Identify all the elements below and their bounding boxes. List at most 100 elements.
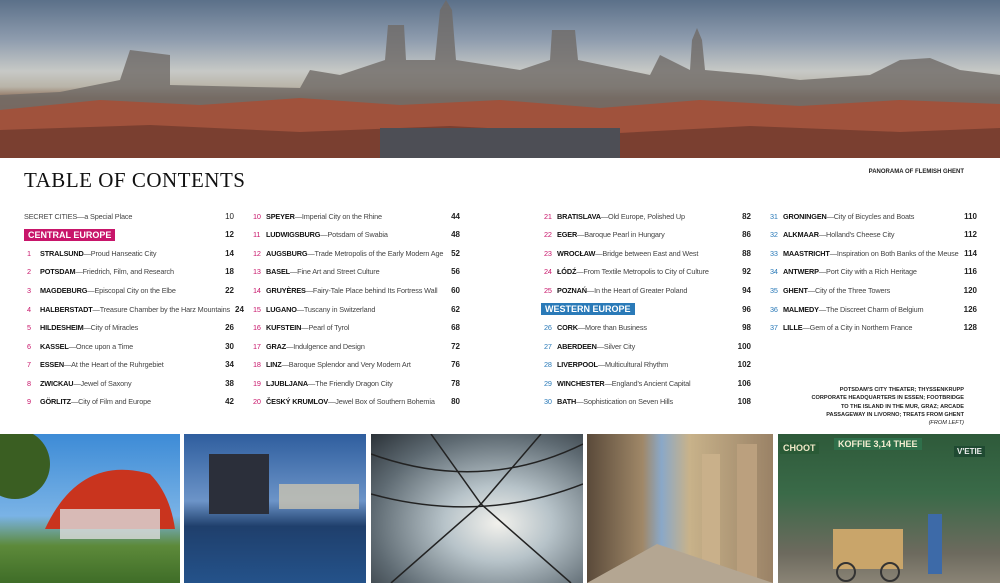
city-name: BASEL (266, 267, 290, 277)
toc-entry: 30 BATH —Sophistication on Seven Hills 108 (541, 392, 751, 411)
toc-entry: 34 ANTWERP —Port City with a Rich Heritage… (767, 263, 977, 282)
page-number: 120 (963, 285, 977, 295)
toc-section-header: CENTRAL EUROPE 12 (24, 226, 234, 245)
chapter-number: 31 (770, 211, 778, 221)
chapter-subtitle: —England's Ancient Capital (604, 378, 691, 388)
page-number: 114 (964, 248, 977, 258)
page-title: TABLE OF CONTENTS (24, 168, 246, 192)
chapter-subtitle: —The Discreet Charm of Belgium (818, 304, 924, 314)
city-name: LILLE (783, 323, 803, 333)
city-name: LUGANO (266, 304, 297, 314)
toc-column-3: 21 BRATISLAVA —Old Europe, Polished Up 82 22… (541, 207, 751, 411)
page-number: 52 (451, 248, 460, 258)
chapter-subtitle: —Baroque Splendor and Very Modern Art (281, 360, 411, 370)
toc-entry: 27 ABERDEEN —Silver City 100 (541, 337, 751, 356)
city-name: HILDESHEIM (40, 323, 84, 333)
city-name: MAGDEBURG (40, 285, 88, 295)
toc-entry: 18 LINZ —Baroque Splendor and Very Modern … (250, 355, 460, 374)
chapter-subtitle: —Multicultural Rhythm (597, 360, 669, 370)
chapter-number: 9 (27, 397, 31, 407)
chapter-number: 28 (544, 360, 552, 370)
page-number: 116 (964, 267, 977, 277)
shop-sign: V'ETIE (954, 446, 986, 457)
chapter-number: 1 (27, 248, 31, 258)
chapter-number: 27 (544, 341, 552, 351)
city-name: GRUYÈRES (266, 285, 306, 295)
city-name: ČESKÝ KRUMLOV (266, 397, 329, 407)
city-name: WROCŁAW (557, 248, 596, 258)
toc-entry: 10 SPEYER —Imperial City on the Rhine 44 (250, 207, 460, 226)
city-name: LJUBLJANA (266, 378, 309, 388)
chapter-subtitle: —Inspiration on Both Banks of the Meuse (829, 248, 959, 258)
page-number: 80 (451, 397, 460, 407)
city-name: MAASTRICHT (783, 248, 830, 258)
entry-title: SECRET CITIES—a Special Place (24, 211, 133, 221)
city-name: ABERDEEN (557, 341, 597, 351)
chapter-number: 11 (253, 230, 261, 240)
chapter-subtitle: —At the Heart of the Ruhrgebiet (64, 360, 164, 370)
page-number: 126 (963, 304, 977, 314)
chapter-subtitle: —Imperial City on the Rhine (294, 211, 382, 221)
toc-entry: 1 STRALSUND —Proud Hanseatic City 14 (24, 244, 234, 263)
toc-column-2: 10 SPEYER —Imperial City on the Rhine 44 11 L… (250, 207, 460, 411)
city-name: LINZ (266, 360, 282, 370)
thyssenkrupp-hq-photo (184, 434, 366, 583)
chapter-number: 6 (27, 341, 31, 351)
chapter-subtitle: —The Friendly Dragon City (308, 378, 393, 388)
page-number: 82 (742, 211, 751, 221)
toc-entry: 37 LILLE —Gem of a City in Northern France… (767, 318, 977, 337)
chapter-number: 18 (253, 360, 261, 370)
caption-line: POTSDAM'S CITY THEATER; THYSSENKRUPP (839, 387, 964, 393)
caption-line: PASSAGEWAY IN LIVORNO; TREATS FROM GHENT (826, 411, 964, 418)
chapter-subtitle: —City of the Three Towers (807, 285, 891, 295)
chapter-number: 25 (544, 285, 552, 295)
page-number: 26 (225, 323, 234, 333)
city-name: STRALSUND (40, 248, 84, 258)
chapter-number: 29 (544, 378, 552, 388)
city-name: BRATISLAVA (557, 211, 601, 221)
chapter-number: 10 (253, 211, 261, 221)
chapter-subtitle: —Once upon a Time (68, 341, 134, 351)
chapter-number: 16 (253, 323, 261, 333)
chapter-subtitle: —More than Business (577, 323, 647, 333)
toc-entry: 22 EGER —Baroque Pearl in Hungary 86 (541, 226, 751, 245)
toc-entry: 23 WROCŁAW —Bridge between East and West 88 (541, 244, 751, 263)
chapter-number: 34 (770, 267, 778, 277)
chapter-number: 15 (253, 304, 261, 314)
city-skyline-illustration (0, 0, 1000, 158)
page-number: 18 (225, 267, 234, 277)
chapter-subtitle: —Bridge between East and West (595, 248, 699, 258)
chapter-subtitle: —Episcopal City on the Elbe (87, 285, 176, 295)
shop-sign: KOFFIE 3,14 THEE (834, 438, 922, 450)
page-number: 78 (451, 378, 460, 388)
chapter-number: 8 (27, 378, 31, 388)
city-name: KUFSTEIN (266, 323, 302, 333)
caption-line: TO THE ISLAND IN THE MUR, GRAZ; ARCADE (840, 403, 964, 410)
chapter-number: 37 (770, 323, 778, 333)
toc-entry: 17 GRAZ —Indulgence and Design 72 (250, 337, 460, 356)
page-number: 96 (742, 304, 751, 314)
chapter-number: 21 (544, 211, 552, 221)
toc-entry: 35 GHENT —City of the Three Towers 120 (767, 281, 977, 300)
toc-entry: 20 ČESKÝ KRUMLOV —Jewel Box of Southern Bo… (250, 392, 460, 411)
page-number: 88 (742, 248, 751, 258)
city-name: KASSEL (40, 341, 69, 351)
chapter-subtitle: —Proud Hanseatic City (83, 248, 157, 258)
page-number: 60 (451, 285, 460, 295)
chapter-subtitle: —City of Miracles (83, 323, 139, 333)
chapter-number: 4 (27, 304, 31, 314)
chapter-number: 13 (253, 267, 261, 277)
toc-entry: 5 HILDESHEIM —City of Miracles 26 (24, 318, 234, 337)
chapter-number: 23 (544, 248, 552, 258)
toc-entry: 13 BASEL —Fine Art and Street Culture 56 (250, 263, 460, 282)
page-number: 42 (225, 397, 234, 407)
chapter-number: 32 (770, 230, 778, 240)
graz-footbridge-photo (371, 434, 583, 583)
chapter-number: 33 (770, 248, 778, 258)
chapter-number: 5 (27, 323, 31, 333)
toc-entry: 14 GRUYÈRES —Fairy-Tale Place behind Its F… (250, 281, 460, 300)
potsdam-theater-photo (0, 434, 180, 583)
ghent-panorama-photo (0, 0, 1000, 158)
toc-entry: 33 MAASTRICHT —Inspiration on Both Banks o… (767, 244, 977, 263)
page-number: 12 (225, 230, 234, 240)
